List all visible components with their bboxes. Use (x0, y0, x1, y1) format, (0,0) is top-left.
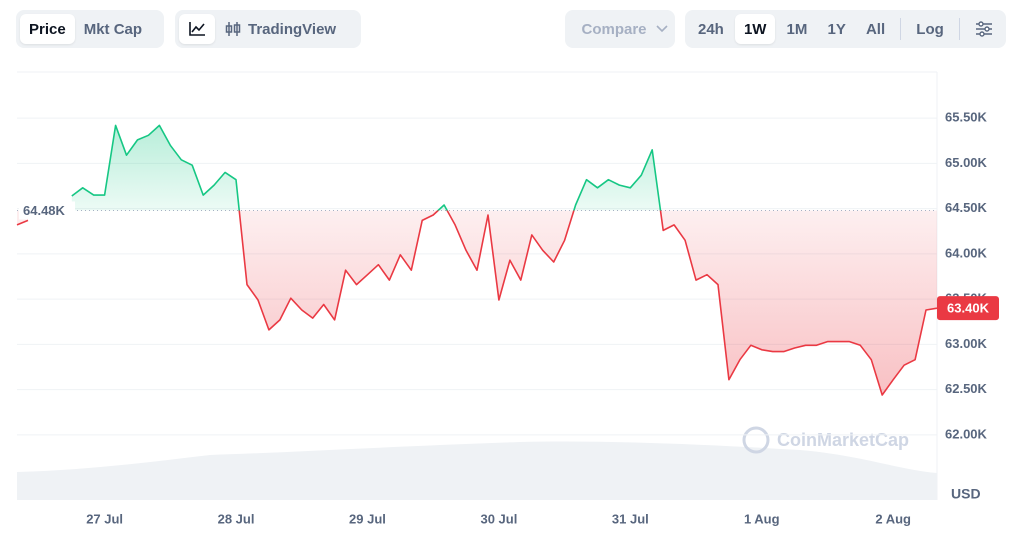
compare-label: Compare (581, 20, 647, 38)
x-tick-label: 31 Jul (612, 511, 649, 526)
range-button[interactable]: 24h (698, 20, 724, 38)
candle-icon (225, 22, 241, 36)
end-label: 63.40K (947, 301, 990, 316)
currency-label: USD (951, 486, 981, 502)
compare-button[interactable]: Compare (565, 10, 675, 48)
y-tick-label: 64.00K (945, 245, 988, 260)
range-button[interactable]: 1W (734, 14, 776, 44)
tradingview-button[interactable]: TradingView (215, 14, 345, 44)
mktcap-button[interactable]: Mkt Cap (83, 20, 143, 38)
chart-type: TradingView (175, 10, 361, 48)
separator (958, 18, 960, 40)
price-area (17, 125, 937, 396)
watermark: CoinMarketCap (742, 426, 909, 454)
y-tick-label: 64.50K (945, 200, 988, 215)
watermark-text: CoinMarketCap (777, 430, 909, 450)
x-tick-label: 1 Aug (744, 511, 780, 526)
price-toggle: Price Mkt Cap (16, 10, 164, 48)
range-button[interactable]: 1Y (827, 20, 846, 38)
y-tick-label: 63.00K (945, 336, 988, 351)
range-button[interactable]: 1M (786, 20, 808, 38)
baseline-label: 64.48K (23, 203, 66, 218)
y-tick-label: 65.50K (945, 110, 988, 125)
settings-button[interactable] (966, 14, 1002, 44)
settings-icon (975, 21, 992, 37)
x-tick-label: 28 Jul (218, 511, 255, 526)
price-line (16, 124, 938, 396)
line-chart-button[interactable] (179, 14, 215, 44)
tradingview-label: TradingView (248, 20, 337, 38)
y-tick-label: 65.00K (945, 155, 988, 170)
x-tick-label: 27 Jul (86, 511, 123, 526)
end-label-bg (937, 296, 999, 321)
price-button[interactable]: Price (20, 14, 75, 44)
line-icon (189, 22, 205, 36)
x-tick-label: 29 Jul (349, 511, 386, 526)
range-button[interactable]: All (865, 20, 886, 38)
separator (900, 18, 902, 40)
y-tick-label: 62.50K (945, 381, 988, 396)
x-tick-label: 2 Aug (875, 511, 911, 526)
baseline-label-bg (19, 201, 75, 220)
volume-shade (17, 441, 937, 500)
chevron (655, 25, 668, 33)
y-tick-label: 63.50K (945, 291, 988, 306)
range-group: 24h 1W 1M 1Y All Log (685, 10, 1006, 48)
log-button[interactable]: Log (916, 20, 944, 38)
y-tick-label: 62.00K (945, 426, 988, 441)
x-tick-label: 30 Jul (480, 511, 517, 526)
